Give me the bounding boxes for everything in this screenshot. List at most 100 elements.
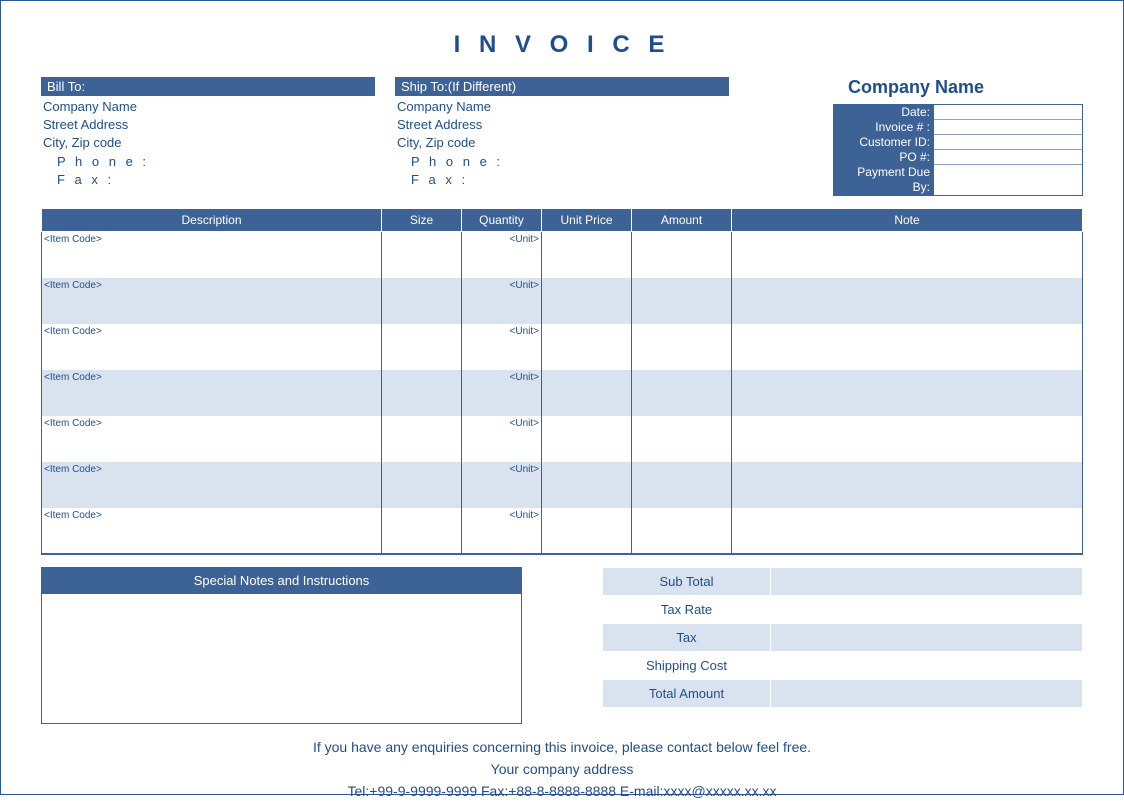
items-header-row: DescriptionSizeQuantityUnit PriceAmountN… [42, 209, 1083, 232]
meta-label: PO #: [834, 150, 934, 165]
table-cell[interactable] [632, 324, 732, 370]
item-code: <Item Code> [42, 462, 381, 477]
top-section: Bill To: Company Name Street Address Cit… [41, 77, 1083, 196]
ship-to-block: Ship To:(If Different) Company Name Stre… [395, 77, 729, 196]
table-cell[interactable]: <Unit> [462, 232, 542, 278]
ship-to-fax-label: F a x : [411, 171, 729, 189]
table-cell[interactable]: <Unit> [462, 508, 542, 554]
table-cell[interactable] [732, 462, 1083, 508]
table-cell[interactable] [632, 278, 732, 324]
table-cell[interactable]: <Item Code> [42, 232, 382, 278]
table-cell[interactable] [382, 324, 462, 370]
table-cell[interactable]: <Unit> [462, 416, 542, 462]
bottom-section: Special Notes and Instructions Sub Total… [41, 567, 1083, 724]
notes-body[interactable] [41, 594, 522, 724]
table-cell[interactable] [542, 278, 632, 324]
unit-label: <Unit> [462, 324, 541, 339]
totals-row: Total Amount [603, 679, 1083, 707]
table-cell[interactable] [632, 462, 732, 508]
totals-row: Tax [603, 623, 1083, 651]
table-cell[interactable] [542, 416, 632, 462]
totals-label: Total Amount [603, 679, 771, 707]
notes-block: Special Notes and Instructions [41, 567, 522, 724]
table-cell[interactable] [382, 232, 462, 278]
table-cell[interactable] [732, 416, 1083, 462]
table-cell[interactable] [732, 278, 1083, 324]
footer: If you have any enquiries concerning thi… [41, 736, 1083, 803]
unit-label: <Unit> [462, 462, 541, 477]
table-cell[interactable]: <Unit> [462, 278, 542, 324]
bill-to-company: Company Name [43, 98, 375, 116]
bill-to-street: Street Address [43, 116, 375, 134]
table-cell[interactable] [542, 462, 632, 508]
table-cell[interactable] [632, 232, 732, 278]
table-cell[interactable] [542, 370, 632, 416]
unit-label: <Unit> [462, 278, 541, 293]
table-cell[interactable] [732, 370, 1083, 416]
totals-value[interactable] [771, 679, 1083, 707]
unit-label: <Unit> [462, 416, 541, 431]
table-cell[interactable] [732, 232, 1083, 278]
table-cell[interactable]: <Item Code> [42, 508, 382, 554]
totals-label: Sub Total [603, 567, 771, 595]
column-header: Size [382, 209, 462, 232]
table-cell[interactable] [382, 462, 462, 508]
item-code: <Item Code> [42, 370, 381, 385]
table-cell[interactable] [542, 232, 632, 278]
table-cell[interactable] [382, 416, 462, 462]
table-row: <Item Code> <Unit> [42, 324, 1083, 370]
table-cell[interactable] [382, 508, 462, 554]
totals-block: Sub TotalTax RateTaxShipping CostTotal A… [602, 567, 1083, 724]
table-cell[interactable]: <Item Code> [42, 324, 382, 370]
table-row: <Item Code> <Unit> [42, 462, 1083, 508]
table-cell[interactable] [542, 324, 632, 370]
table-cell[interactable]: <Item Code> [42, 416, 382, 462]
meta-label: Invoice # : [834, 120, 934, 135]
bill-to-city: City, Zip code [43, 134, 375, 152]
table-cell[interactable]: <Unit> [462, 462, 542, 508]
table-cell[interactable] [632, 416, 732, 462]
totals-value[interactable] [771, 651, 1083, 679]
company-block: Company Name Date:Invoice # :Customer ID… [749, 77, 1083, 196]
totals-row: Sub Total [603, 567, 1083, 595]
item-code: <Item Code> [42, 324, 381, 339]
footer-line-3: Tel:+99-9-9999-9999 Fax:+88-8-8888-8888 … [41, 780, 1083, 802]
table-cell[interactable]: <Item Code> [42, 370, 382, 416]
items-table: DescriptionSizeQuantityUnit PriceAmountN… [41, 208, 1083, 555]
table-cell[interactable] [382, 370, 462, 416]
totals-value[interactable] [771, 623, 1083, 651]
table-cell[interactable]: <Item Code> [42, 462, 382, 508]
table-cell[interactable] [632, 508, 732, 554]
table-cell[interactable] [732, 324, 1083, 370]
page-title: I N V O I C E [41, 31, 1083, 59]
totals-label: Tax Rate [603, 595, 771, 623]
table-row: <Item Code> <Unit> [42, 370, 1083, 416]
ship-to-street: Street Address [397, 116, 729, 134]
unit-label: <Unit> [462, 232, 541, 247]
meta-label: Date: [834, 105, 934, 120]
table-cell[interactable] [732, 508, 1083, 554]
table-cell[interactable] [542, 508, 632, 554]
totals-value[interactable] [771, 567, 1083, 595]
meta-value[interactable] [934, 150, 1082, 165]
notes-header: Special Notes and Instructions [41, 567, 522, 594]
meta-row: Date: [834, 105, 1082, 120]
table-row: <Item Code> <Unit> [42, 278, 1083, 324]
meta-value[interactable] [934, 135, 1082, 150]
totals-label: Tax [603, 623, 771, 651]
table-cell[interactable] [382, 278, 462, 324]
table-cell[interactable]: <Item Code> [42, 278, 382, 324]
table-cell[interactable]: <Unit> [462, 370, 542, 416]
meta-label: Customer ID: [834, 135, 934, 150]
bill-to-address: Company Name Street Address City, Zip co… [41, 96, 375, 189]
totals-value[interactable] [771, 595, 1083, 623]
meta-value[interactable] [934, 120, 1082, 135]
unit-label: <Unit> [462, 370, 541, 385]
table-cell[interactable]: <Unit> [462, 324, 542, 370]
meta-value[interactable] [934, 165, 1082, 195]
table-cell[interactable] [632, 370, 732, 416]
totals-label: Shipping Cost [603, 651, 771, 679]
meta-value[interactable] [934, 105, 1082, 120]
footer-line-1: If you have any enquiries concerning thi… [41, 736, 1083, 758]
meta-row: Invoice # : [834, 120, 1082, 135]
